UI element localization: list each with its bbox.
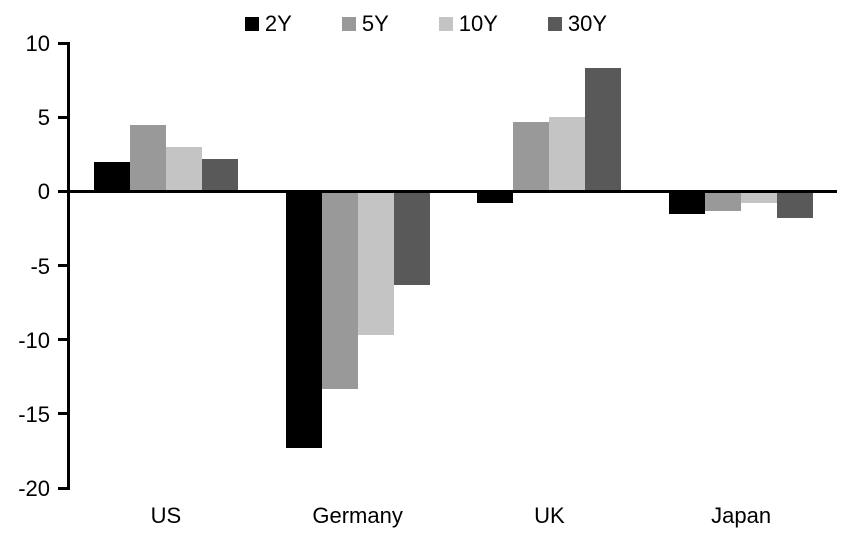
bar-us-30y [201, 158, 238, 192]
bar-us-10y [165, 146, 202, 192]
y-tick-label: 5 [37, 105, 50, 131]
y-tick-label: -5 [30, 253, 50, 279]
y-tick-label: -10 [18, 327, 50, 353]
x-category-label: Germany [312, 503, 403, 528]
bar-uk-2y [477, 191, 514, 204]
y-tick-mark [58, 264, 67, 267]
legend-item-2y: 2Y [244, 11, 292, 36]
legend-marker-icon [244, 17, 259, 31]
legend-item-5y: 5Y [341, 11, 389, 36]
legend-label: 5Y [361, 11, 389, 36]
legend-label: 30Y [567, 11, 608, 36]
bar-japan-2y [669, 191, 706, 214]
legend-item-30y: 30Y [547, 11, 608, 36]
bar-germany-10y [357, 191, 394, 336]
y-tick-label: -20 [18, 476, 50, 501]
x-category-label: Japan [711, 503, 772, 528]
bar-japan-5y [705, 191, 742, 211]
bar-germany-2y [285, 191, 322, 448]
legend-marker-icon [547, 17, 562, 31]
y-tick-label: 0 [37, 179, 50, 205]
bar-us-5y [129, 124, 166, 192]
x-category-label: UK [534, 503, 565, 528]
x-category-label: US [150, 503, 182, 528]
y-tick-mark [58, 115, 67, 119]
legend-item-10y: 10Y [438, 11, 498, 36]
y-tick-mark [58, 41, 67, 45]
y-tick-mark [58, 189, 67, 193]
bar-germany-30y [393, 191, 430, 285]
legend: 2Y 5Y 10Y 30Y [0, 13, 852, 35]
zero-line [67, 189, 837, 193]
y-tick-mark [58, 486, 67, 490]
bar-uk-30y [585, 68, 622, 192]
legend-marker-icon [438, 17, 453, 31]
bar-japan-30y [777, 191, 814, 219]
legend-marker-icon [341, 17, 356, 31]
bar-uk-5y [513, 121, 550, 192]
y-tick-label: 10 [25, 31, 50, 56]
bar-us-2y [93, 161, 130, 192]
y-tick-label: -15 [18, 401, 50, 427]
legend-label: 2Y [264, 11, 292, 36]
y-tick-mark [58, 412, 67, 416]
y-tick-mark [58, 338, 67, 342]
y-axis-line [67, 42, 70, 490]
bar-uk-10y [549, 117, 586, 192]
legend-label: 10Y [458, 11, 498, 36]
bar-germany-5y [321, 191, 358, 389]
bar-japan-10y [741, 191, 778, 204]
